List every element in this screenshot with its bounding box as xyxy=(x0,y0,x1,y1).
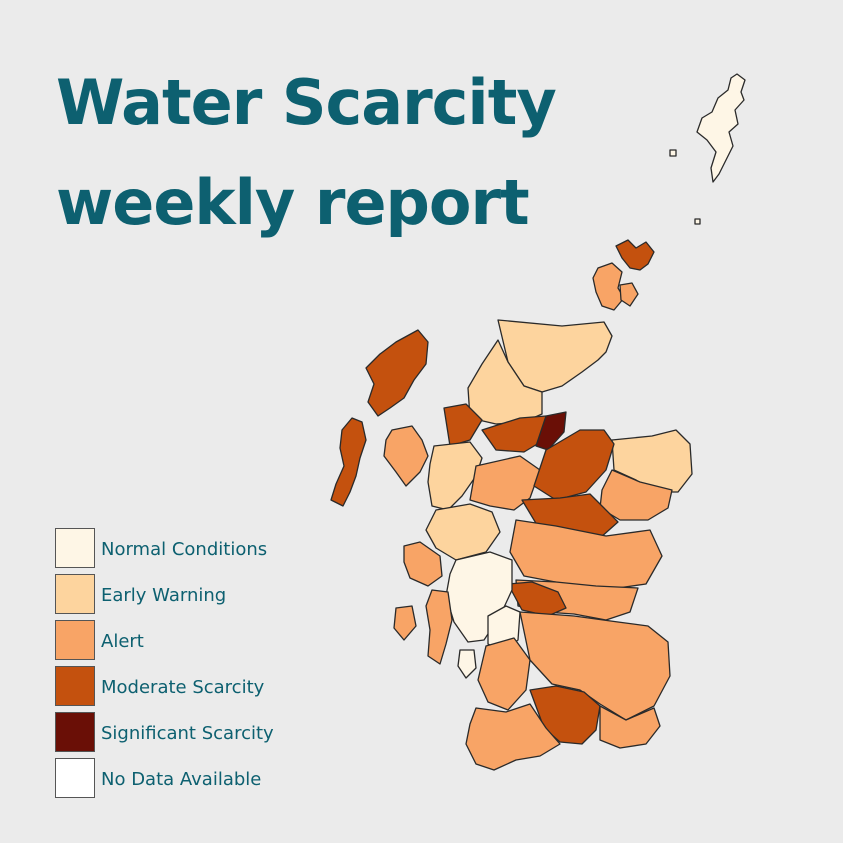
region-lochaber[interactable] xyxy=(425,503,501,561)
region-ayrshire[interactable] xyxy=(477,637,531,711)
page-title-line-2: weekly report xyxy=(56,166,530,239)
legend-swatch-moderate-scarcity xyxy=(55,666,95,706)
legend-label: No Data Available xyxy=(101,769,262,790)
region-north-west-highlands[interactable] xyxy=(443,403,483,447)
region-sutherland[interactable] xyxy=(467,339,543,425)
region-eden-borders[interactable] xyxy=(599,705,661,749)
legend-label: Early Warning xyxy=(101,585,227,606)
region-tay[interactable] xyxy=(509,519,663,591)
region-great-glen[interactable] xyxy=(469,455,541,511)
region-spey[interactable] xyxy=(533,429,615,501)
region-uists-barra[interactable] xyxy=(330,417,367,507)
legend-label: Normal Conditions xyxy=(101,539,268,560)
legend-swatch-no-data-available xyxy=(55,758,95,798)
legend-label: Alert xyxy=(101,631,144,652)
region-orkney-hoy[interactable] xyxy=(619,282,639,307)
region-fair-isle[interactable] xyxy=(694,218,701,225)
region-orkney-north-isles[interactable] xyxy=(615,239,655,271)
legend-label: Significant Scarcity xyxy=(101,723,274,744)
page-title-line-1: Water Scarcity xyxy=(56,66,557,139)
region-orkney-mainland[interactable] xyxy=(592,262,625,311)
region-galloway[interactable] xyxy=(465,703,561,771)
legend-swatch-normal-conditions xyxy=(55,528,95,568)
region-wester-ross[interactable] xyxy=(427,441,483,511)
region-islay-jura[interactable] xyxy=(393,605,417,641)
region-kintyre[interactable] xyxy=(425,589,453,665)
region-skye[interactable] xyxy=(383,425,429,487)
region-shetland[interactable] xyxy=(696,73,746,183)
legend-swatch-early-warning xyxy=(55,574,95,614)
legend-swatch-alert xyxy=(55,620,95,660)
region-mull-coast[interactable] xyxy=(403,541,443,587)
region-cromarty[interactable] xyxy=(535,411,567,451)
region-don-ythan[interactable] xyxy=(599,469,673,521)
region-arran[interactable] xyxy=(457,649,477,679)
legend-swatch-significant-scarcity xyxy=(55,712,95,752)
legend-label: Moderate Scarcity xyxy=(101,677,265,698)
region-lewis-harris[interactable] xyxy=(365,329,429,417)
region-foula[interactable] xyxy=(669,149,677,157)
region-lanark-tweed[interactable] xyxy=(519,611,671,721)
region-teith[interactable] xyxy=(507,581,567,617)
